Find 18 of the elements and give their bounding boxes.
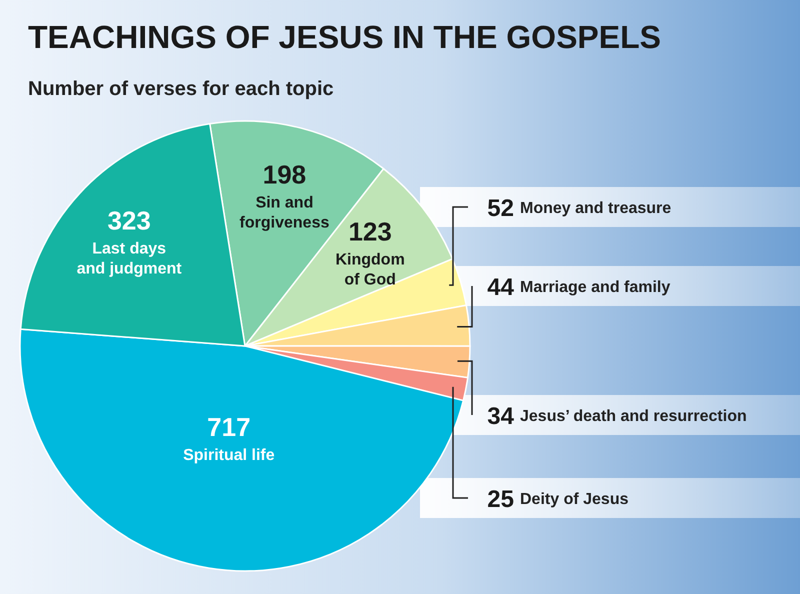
slice-label: Sin and forgiveness (240, 194, 330, 232)
data-label: 52 (487, 195, 514, 222)
chart-subtitle: Number of verses for each topic (28, 78, 334, 100)
data-label: 198 (262, 160, 306, 190)
chart-title: TEACHINGS OF JESUS IN THE GOSPELS (28, 19, 661, 55)
slice-label: Marriage and family (520, 279, 670, 296)
slice-label: Kingdom of God (335, 251, 405, 288)
slice-label: Money and treasure (520, 200, 672, 217)
data-label: 323 (107, 205, 151, 236)
data-label: 25 (487, 486, 514, 513)
data-label: 717 (207, 412, 251, 442)
data-label: 34 (487, 403, 515, 430)
slice-label: Jesus’ death and resurrection (520, 408, 747, 425)
data-label: 44 (487, 274, 515, 301)
slice-label: Deity of Jesus (520, 491, 629, 508)
slice-label: Last days and judgment (76, 240, 182, 278)
data-label: 123 (348, 216, 392, 246)
slice-label: Spiritual life (183, 446, 275, 464)
